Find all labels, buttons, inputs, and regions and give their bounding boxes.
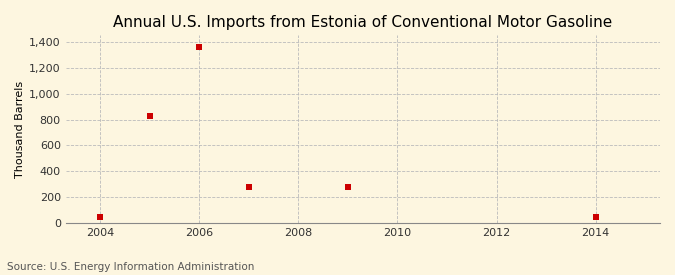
Point [194, 45, 205, 49]
Point [95, 214, 106, 219]
Point [590, 214, 601, 219]
Text: Source: U.S. Energy Information Administration: Source: U.S. Energy Information Administ… [7, 262, 254, 272]
Y-axis label: Thousand Barrels: Thousand Barrels [15, 81, 25, 178]
Point [343, 185, 354, 189]
Point [144, 113, 155, 118]
Point [244, 185, 254, 189]
Title: Annual U.S. Imports from Estonia of Conventional Motor Gasoline: Annual U.S. Imports from Estonia of Conv… [113, 15, 612, 30]
